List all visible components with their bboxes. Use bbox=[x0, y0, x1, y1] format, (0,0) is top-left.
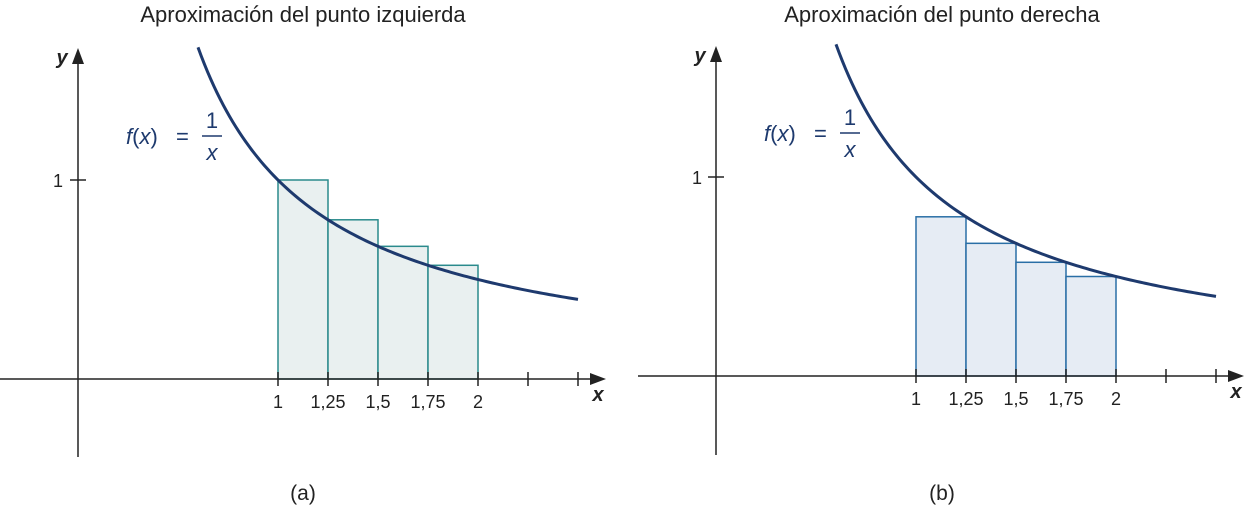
function-name: f bbox=[764, 121, 773, 146]
function-curve bbox=[834, 43, 1217, 298]
x-tick-label: 1,5 bbox=[365, 392, 390, 412]
y-axis-arrow bbox=[710, 46, 722, 62]
riemann-rectangle bbox=[1065, 275, 1117, 377]
y-axis-label: y bbox=[693, 45, 706, 67]
x-tick-label: 2 bbox=[473, 392, 483, 412]
panel-left-endpoint: Aproximación del punto izquierda 1 y x 1… bbox=[0, 2, 606, 505]
riemann-rectangle bbox=[1015, 261, 1067, 377]
y-axis-label: y bbox=[55, 47, 68, 69]
x-tick-label: 2 bbox=[1111, 389, 1121, 409]
riemann-rectangle bbox=[427, 264, 479, 380]
function-curve bbox=[196, 46, 579, 301]
function-var: x bbox=[776, 121, 789, 146]
function-name: f bbox=[126, 124, 135, 149]
panel-caption: (b) bbox=[929, 482, 955, 505]
rectangles bbox=[277, 179, 479, 380]
fraction-denominator: x bbox=[844, 137, 857, 162]
x-axis-arrow bbox=[1228, 370, 1244, 382]
panel-title: Aproximación del punto izquierda bbox=[140, 2, 466, 27]
x-axis-label: x bbox=[591, 384, 604, 406]
axes: 1 y x bbox=[638, 45, 1244, 455]
riemann-rectangle bbox=[915, 216, 967, 377]
y-axis-arrow bbox=[72, 48, 84, 64]
fraction-denominator: x bbox=[206, 140, 219, 165]
x-tick-label: 1,5 bbox=[1003, 389, 1028, 409]
x-tick-label: 1 bbox=[911, 389, 921, 409]
function-label: f(x) = 1 x bbox=[126, 108, 222, 165]
panel-right-endpoint: Aproximación del punto derecha 1 y x 1 1,… bbox=[638, 2, 1244, 505]
svg-text:f(x): f(x) bbox=[764, 121, 796, 146]
panel-title: Aproximación del punto derecha bbox=[784, 2, 1100, 27]
x-tick-label: 1,25 bbox=[310, 392, 345, 412]
x-ticks: 1 1,25 1,5 1,75 2 bbox=[911, 369, 1217, 409]
x-axis-label: x bbox=[1229, 381, 1242, 403]
riemann-rectangle bbox=[277, 179, 329, 380]
panel-caption: (a) bbox=[290, 482, 316, 505]
function-equals: = bbox=[814, 121, 827, 146]
x-tick-label: 1,25 bbox=[948, 389, 983, 409]
svg-text:f(x): f(x) bbox=[126, 124, 158, 149]
riemann-rectangle bbox=[377, 245, 429, 380]
function-equals: = bbox=[176, 124, 189, 149]
rectangles bbox=[915, 216, 1117, 377]
function-var: x bbox=[138, 124, 151, 149]
fraction-numerator: 1 bbox=[206, 108, 218, 133]
paren-close: ) bbox=[150, 124, 157, 149]
riemann-rectangle bbox=[965, 242, 1017, 377]
paren-open: ( bbox=[770, 121, 778, 146]
x-axis-arrow bbox=[590, 373, 606, 385]
function-label: f(x) = 1 x bbox=[764, 105, 860, 162]
x-ticks: 1 1,25 1,5 1,75 2 bbox=[273, 372, 579, 412]
axes: 1 y x bbox=[0, 47, 606, 457]
x-tick-label: 1 bbox=[273, 392, 283, 412]
x-tick-label: 1,75 bbox=[1048, 389, 1083, 409]
paren-open: ( bbox=[132, 124, 140, 149]
fraction-numerator: 1 bbox=[844, 105, 856, 130]
y-tick-label: 1 bbox=[53, 171, 63, 191]
paren-close: ) bbox=[788, 121, 795, 146]
x-tick-label: 1,75 bbox=[410, 392, 445, 412]
riemann-rectangle bbox=[327, 219, 379, 380]
y-tick-label: 1 bbox=[692, 168, 702, 188]
